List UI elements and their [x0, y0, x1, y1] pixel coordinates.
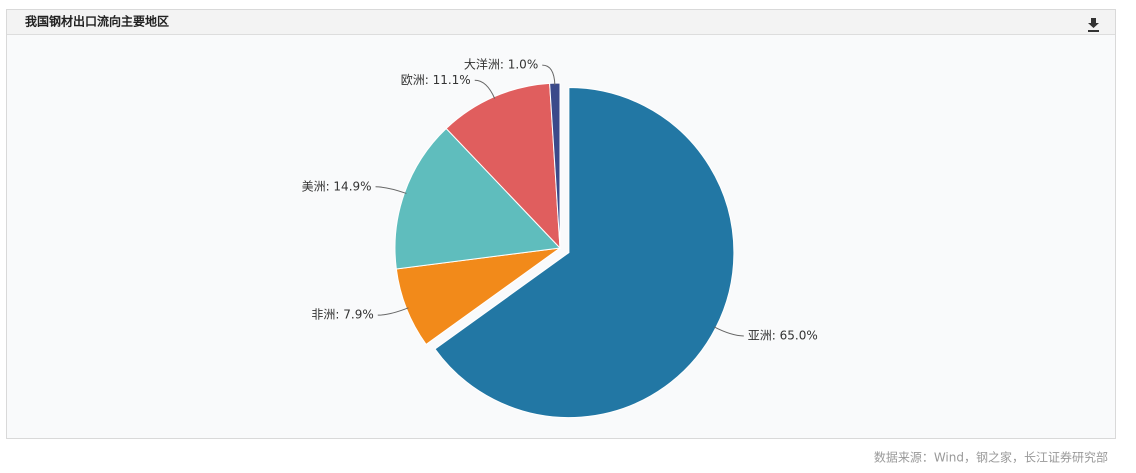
leader-line	[542, 64, 556, 86]
leader-line	[713, 326, 744, 337]
data-label: 美洲: 14.9%	[302, 179, 372, 193]
download-icon[interactable]	[1088, 18, 1099, 32]
leader-line	[375, 186, 407, 194]
leader-line	[377, 307, 409, 316]
panel-header	[7, 10, 1115, 34]
data-label: 欧洲: 11.1%	[401, 73, 471, 87]
chart-title: 我国钢材出口流向主要地区	[25, 14, 169, 29]
data-label: 亚洲: 65.0%	[748, 328, 818, 342]
data-label: 大洋洲: 1.0%	[464, 57, 538, 72]
source-note: 数据来源：Wind，钢之家，长江证券研究部	[874, 450, 1108, 465]
data-label: 非洲: 7.9%	[311, 308, 373, 322]
leader-line	[474, 79, 496, 99]
